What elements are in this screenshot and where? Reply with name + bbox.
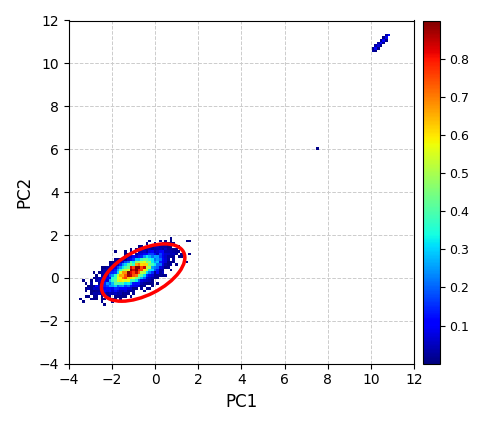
- X-axis label: PC1: PC1: [226, 393, 258, 411]
- Y-axis label: PC2: PC2: [15, 176, 33, 208]
